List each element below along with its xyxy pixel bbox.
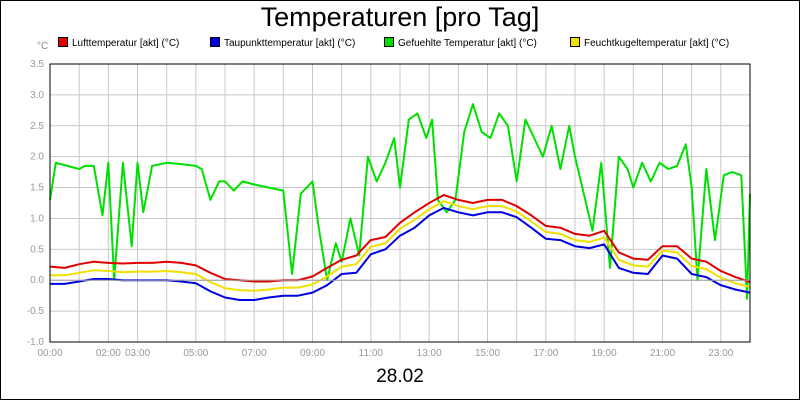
x-tick-label: 13:00 (417, 348, 442, 359)
legend-label-lufttemperatur: Lufttemperatur [akt] (°C) (72, 38, 180, 49)
y-tick-label: 1.0 (30, 213, 44, 224)
legend-label-gefuehlte-temperatur: Gefuehlte Temperatur [akt] (°C) (398, 38, 537, 49)
y-tick-label: 3.0 (30, 90, 44, 101)
x-tick-label: 19:00 (592, 348, 617, 359)
x-tick-label: 07:00 (242, 348, 267, 359)
legend-label-taupunkttemperatur: Taupunkttemperatur [akt] (°C) (224, 38, 356, 49)
y-tick-label: 1.5 (30, 183, 44, 194)
y-tick-label: -0.5 (27, 306, 45, 317)
x-tick-label: 09:00 (300, 348, 325, 359)
series-line-0 (49, 194, 751, 284)
x-tick-label: 11:00 (359, 348, 384, 359)
legend-item-lufttemperatur: Lufttemperatur [akt] (°C) (58, 37, 180, 49)
legend-swatch-taupunkttemperatur (210, 37, 220, 48)
legend-swatch-gefuehlte-temperatur (384, 37, 394, 48)
x-tick-label: 05:00 (183, 348, 208, 359)
legend-swatch-lufttemperatur (58, 37, 68, 48)
plot-border (49, 63, 751, 343)
series-line-3 (50, 200, 751, 292)
chart-title: Temperaturen [pro Tag] (260, 2, 540, 32)
legend-item-taupunkttemperatur: Taupunkttemperatur [akt] (°C) (210, 37, 356, 49)
x-axis-date-label: 28.02 (376, 366, 424, 387)
legend-label-feuchtkugeltemperatur: Feuchtkugeltemperatur [akt] (°C) (584, 38, 730, 49)
series-line-2 (49, 103, 751, 300)
x-tick-label: 03:00 (125, 348, 150, 359)
y-tick-label: 3.5 (30, 59, 44, 70)
x-tick-label: 21:00 (650, 348, 675, 359)
y-tick-label: -1.0 (27, 337, 45, 348)
x-tick-label: 15:00 (475, 348, 500, 359)
y-tick-label: 0.0 (30, 275, 44, 286)
y-tick-label: 2.5 (30, 121, 44, 132)
y-tick-label: 0.5 (30, 244, 44, 255)
legend-item-gefuehlte-temperatur: Gefuehlte Temperatur [akt] (°C) (384, 37, 537, 49)
legend-swatch-feuchtkugeltemperatur (570, 37, 580, 48)
x-tick-label: 02:00 (96, 348, 121, 359)
legend-item-feuchtkugeltemperatur: Feuchtkugeltemperatur [akt] (°C) (570, 37, 730, 49)
x-tick-label: 17:00 (533, 348, 558, 359)
y-tick-label: 2.0 (30, 152, 44, 163)
y-axis-unit-label: °C (37, 41, 49, 52)
x-tick-label: 23:00 (708, 348, 733, 359)
x-tick-label: 00:00 (37, 348, 62, 359)
